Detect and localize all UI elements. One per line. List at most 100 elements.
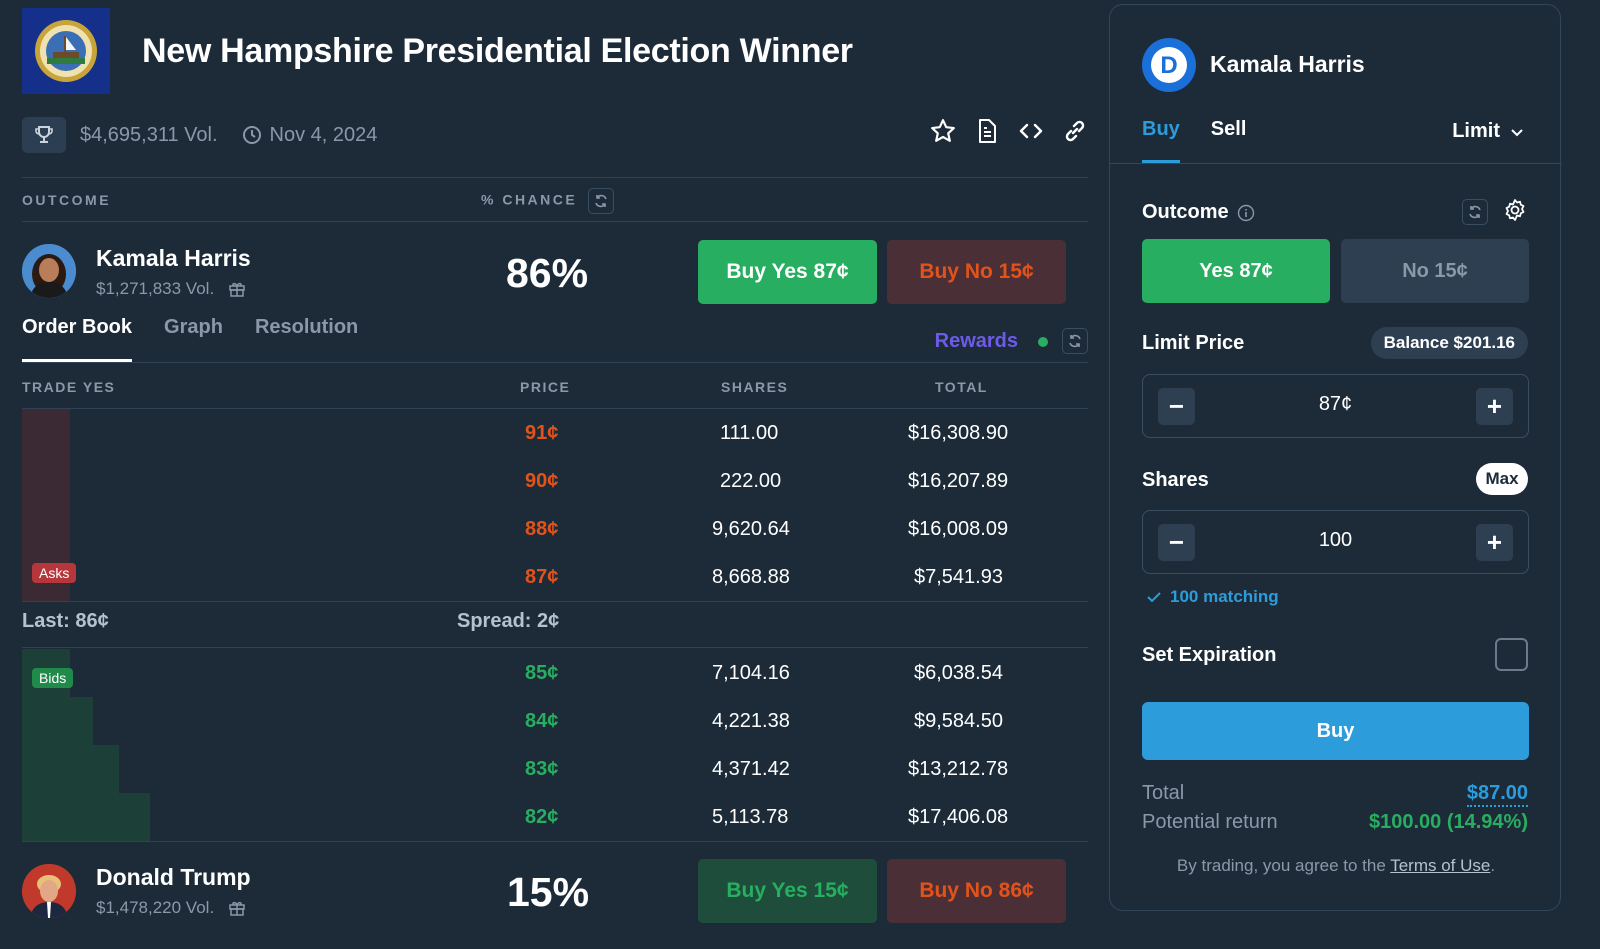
bid-price: 85¢ [525, 662, 559, 684]
trade-panel: D Kamala Harris Buy Sell Limit Outcome Y… [1109, 4, 1562, 911]
democrat-logo-icon: D [1142, 38, 1196, 92]
bid-total: $6,038.54 [914, 662, 1003, 684]
matching-text: 100 matching [1170, 587, 1279, 606]
gift-icon[interactable] [228, 280, 246, 298]
outcome-yes-button[interactable]: Yes 87¢ [1142, 239, 1330, 303]
limit-price-input[interactable]: 87¢ [1318, 393, 1353, 415]
shares-input[interactable]: 100 [1318, 529, 1353, 551]
shares-header: SHARES [721, 379, 789, 395]
buy-no-button[interactable]: Buy No 86¢ [887, 859, 1066, 923]
bid-shares: 7,104.16 [712, 662, 790, 684]
table-row[interactable]: 82¢ 5,113.78 $17,406.08 [22, 794, 1088, 842]
state-seal-icon [22, 8, 110, 94]
terms-link[interactable]: Terms of Use [1390, 856, 1491, 875]
tab-order-book[interactable]: Order Book [22, 316, 133, 362]
table-row[interactable]: 90¢ 222.00 $16,207.89 [22, 458, 1088, 506]
market-volume: $4,695,311 Vol. [80, 123, 218, 146]
document-icon[interactable] [974, 118, 1000, 144]
outcome-header: OUTCOME [22, 192, 112, 208]
ask-total: $16,008.09 [908, 518, 1009, 540]
ask-shares: 111.00 [720, 422, 779, 444]
info-icon[interactable] [1237, 204, 1255, 222]
outcome-label-text: Outcome [1142, 201, 1229, 223]
divider [22, 647, 1088, 648]
rewards-status-dot [1038, 337, 1048, 347]
market-column: New Hampshire Presidential Election Winn… [22, 0, 1088, 949]
embed-code-icon[interactable] [1018, 118, 1044, 144]
divider [1110, 163, 1562, 164]
rewards-link[interactable]: Rewards [934, 330, 1018, 352]
trade-tabs: Buy Sell [1142, 118, 1246, 163]
ask-price: 91¢ [525, 422, 559, 444]
candidate-volume-text: $1,271,833 Vol. [96, 279, 215, 298]
bid-shares: 5,113.78 [712, 806, 789, 828]
order-type-label: Limit [1452, 120, 1500, 142]
bid-price: 84¢ [525, 710, 559, 732]
ask-total: $7,541.93 [914, 566, 1003, 588]
expiration-checkbox[interactable] [1495, 638, 1528, 671]
table-row[interactable]: 88¢ 9,620.64 $16,008.09 [22, 506, 1088, 554]
divider [22, 177, 1088, 178]
total-value: $87.00 [1466, 782, 1528, 807]
decrement-shares-button[interactable]: − [1158, 524, 1195, 561]
divider [22, 408, 1088, 409]
ask-price: 88¢ [525, 518, 559, 540]
limit-price-stepper: − 87¢ + [1142, 374, 1529, 438]
total-label: Total [1142, 782, 1185, 804]
chance-header: % CHANCE [481, 188, 614, 214]
buy-yes-button[interactable]: Buy Yes 15¢ [698, 859, 877, 923]
expiration-label: Set Expiration [1142, 644, 1277, 666]
refresh-icon[interactable] [1462, 199, 1488, 225]
max-button[interactable]: Max [1476, 463, 1528, 495]
market-date-text: Nov 4, 2024 [269, 123, 378, 146]
balance-badge: Balance $201.16 [1370, 327, 1528, 359]
asks-badge: Asks [32, 563, 77, 583]
bid-price: 83¢ [525, 758, 559, 780]
ask-shares: 8,668.88 [712, 566, 790, 588]
candidate-volume: $1,478,220 Vol. [96, 898, 246, 918]
tab-sell[interactable]: Sell [1210, 118, 1247, 140]
star-icon[interactable] [930, 118, 956, 144]
gift-icon[interactable] [228, 899, 246, 917]
ask-price: 87¢ [525, 566, 559, 588]
outcome-no-button[interactable]: No 15¢ [1341, 239, 1529, 303]
refresh-icon[interactable] [587, 188, 614, 214]
order-type-dropdown[interactable]: Limit [1452, 120, 1524, 143]
tab-resolution[interactable]: Resolution [254, 316, 359, 338]
link-icon[interactable] [1062, 118, 1088, 144]
tab-graph[interactable]: Graph [164, 316, 223, 338]
refresh-icon[interactable] [1062, 328, 1088, 354]
chance-header-label: % CHANCE [481, 191, 578, 208]
bid-depth-bar [119, 793, 150, 841]
table-row[interactable]: 85¢ 7,104.16 $6,038.54 [22, 650, 1088, 698]
increment-price-button[interactable]: + [1476, 388, 1513, 425]
market-actions [930, 118, 1088, 144]
buy-button[interactable]: Buy [1142, 702, 1529, 760]
total-header: TOTAL [935, 379, 988, 395]
bid-shares: 4,371.42 [712, 758, 790, 780]
terms-prefix: By trading, you agree to the [1176, 856, 1391, 875]
shares-stepper: − 100 + [1142, 510, 1529, 574]
table-row[interactable]: 87¢ 8,668.88 $7,541.93 [22, 554, 1088, 602]
table-row[interactable]: 84¢ 4,221.38 $9,584.50 [22, 698, 1088, 746]
divider [22, 601, 1088, 602]
decrement-price-button[interactable]: − [1158, 388, 1195, 425]
rewards-refresh [1058, 328, 1088, 354]
avatar-letter: D [1160, 52, 1177, 79]
market-date: Nov 4, 2024 [242, 123, 378, 147]
buy-no-button[interactable]: Buy No 15¢ [887, 240, 1066, 304]
trophy-icon[interactable] [22, 117, 66, 153]
table-row[interactable]: 83¢ 4,371.42 $13,212.78 [22, 746, 1088, 794]
bid-total: $17,406.08 [908, 806, 1009, 828]
increment-shares-button[interactable]: + [1476, 524, 1513, 561]
terms-suffix: . [1490, 856, 1496, 875]
chevron-down-icon [1511, 128, 1523, 136]
buy-yes-button[interactable]: Buy Yes 87¢ [698, 240, 877, 304]
ask-shares: 9,620.64 [712, 518, 790, 540]
tab-buy[interactable]: Buy [1142, 118, 1180, 163]
gear-icon[interactable] [1503, 198, 1527, 227]
table-row[interactable]: 91¢ 111.00 $16,308.90 [22, 410, 1088, 458]
outcome-refresh [1458, 199, 1488, 225]
divider [22, 221, 1088, 222]
candidate-name: Kamala Harris [96, 245, 251, 271]
